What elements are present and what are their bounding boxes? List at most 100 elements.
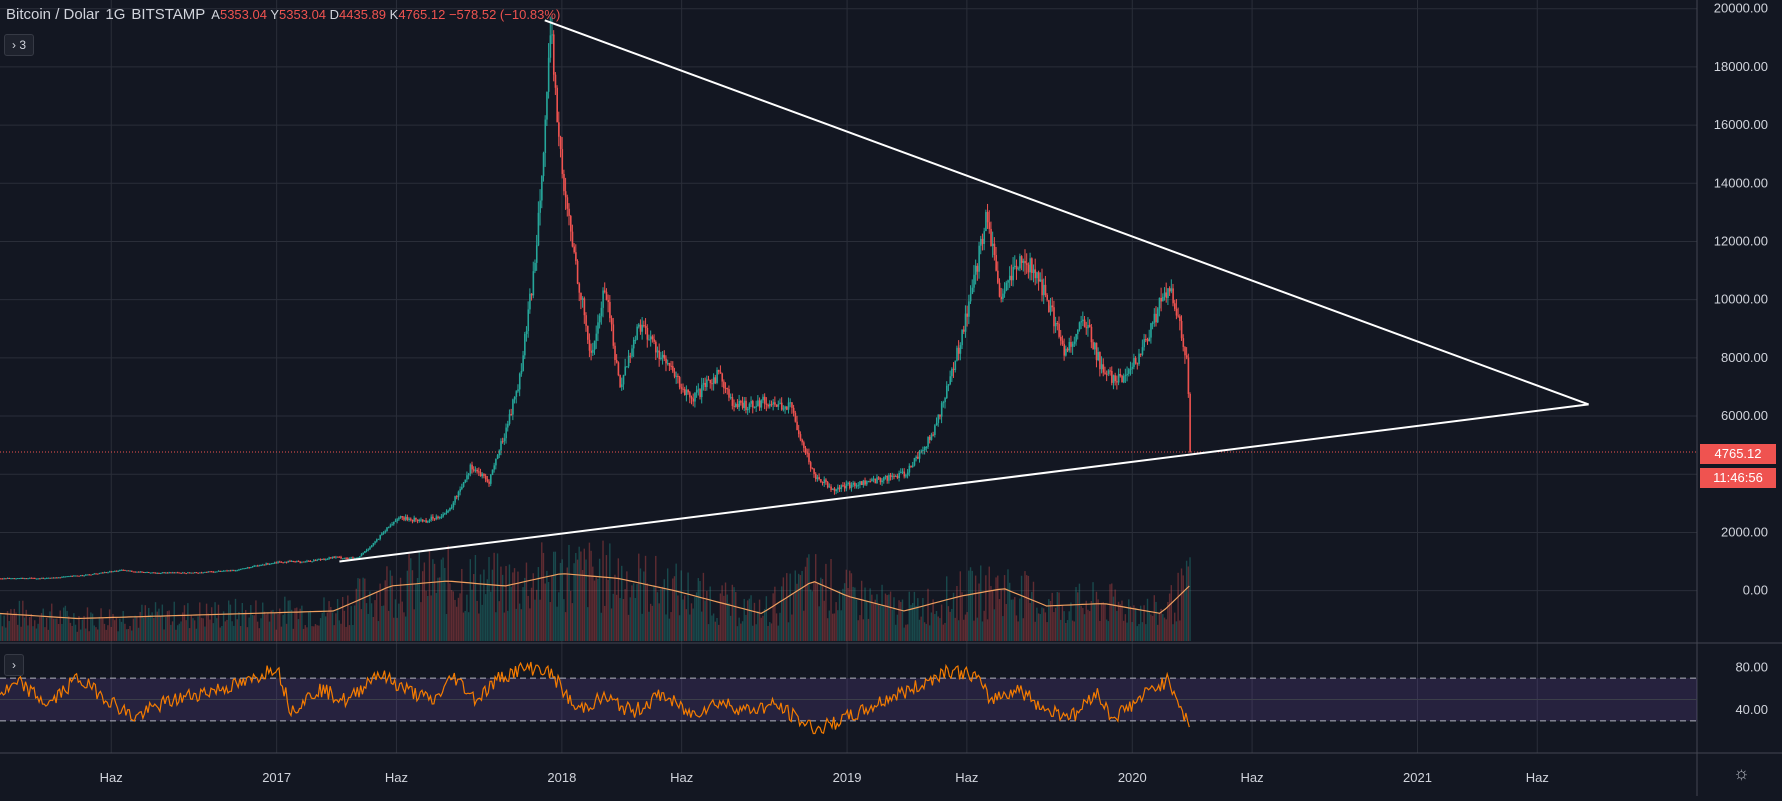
candle-body [336,556,339,558]
volume-bar [675,563,677,641]
candle-body [394,520,397,522]
candle-body [752,401,754,408]
volume-bar [569,590,572,641]
time-tick-label: 2019 [833,770,862,785]
candle-body [399,516,402,518]
candle-body [187,572,189,574]
volume-bar [1114,589,1116,641]
candle-body [563,173,565,192]
volume-bar [496,553,499,641]
candle-body [1143,339,1145,348]
volume-bar [988,566,990,641]
candle-body [166,572,169,574]
volume-bar [830,558,832,641]
candle-body [284,561,286,563]
candle-body [51,577,53,579]
volume-bar [296,607,298,641]
price-tick-label: 14000.00 [1714,175,1768,190]
open-label: A [211,7,220,22]
candle-body [1158,297,1161,309]
candle-body [212,571,215,573]
volume-bar [1032,581,1035,641]
candle-body [997,270,999,283]
candle-body [481,473,484,477]
volume-bar [547,582,550,641]
volume-bar [881,584,883,641]
volume-bar [1005,603,1007,641]
candle-body [644,326,647,328]
candle-body [255,565,257,567]
candle-body [452,502,455,508]
volume-bar [285,623,288,641]
candle-body [302,561,305,563]
candle-body [1172,288,1174,304]
volume-bar [81,619,84,641]
candle-body [879,477,882,483]
candle-body [583,298,586,316]
volume-bar [250,605,252,641]
candle-body [217,570,220,572]
candle-body [828,486,831,488]
volume-bar [678,615,681,641]
gear-icon[interactable]: ☼ [1733,763,1750,783]
indicators-toggle-button[interactable]: › 3 [4,34,35,56]
volume-bar [718,624,720,641]
low-value: 4435.89 [339,7,387,22]
candle-body [226,570,228,572]
volume-bar [1122,620,1125,641]
volume-bar [306,627,308,641]
symbol-title[interactable]: Bitcoin / Dolar [6,6,100,23]
volume-bar [268,621,271,641]
candle-body [911,465,914,467]
volume-bar [158,608,160,641]
volume-bar [335,613,337,641]
volume-bar [345,626,347,641]
candle-body [113,570,116,572]
volume-bar [1133,605,1135,641]
volume-bar [1136,626,1138,641]
candle-body [750,401,752,404]
candle-body [183,572,186,574]
candle-body [525,331,528,334]
candle-body [813,468,815,474]
candle-body [258,565,261,567]
candle-body [927,436,929,447]
volume-bar [0,613,2,641]
volume-bar [28,617,31,641]
volume-bar [231,621,233,641]
candle-body [763,396,766,404]
candle-body [486,479,489,482]
candle-body [76,575,79,577]
candle-body [146,572,148,574]
rsi-toggle-button[interactable]: › [4,654,24,676]
volume-bar [430,595,432,641]
candle-body [362,552,365,555]
candle-body [952,368,955,370]
volume-bar [200,617,203,641]
volume-bar [758,599,761,641]
volume-bar [978,583,980,641]
candle-body [527,309,530,332]
candle-body [270,563,273,565]
candle-body [1036,272,1038,279]
volume-bar [1148,611,1150,641]
candle-body [321,558,324,560]
candle-body [535,245,538,263]
volume-bar [792,592,795,641]
interval-label[interactable]: 1G [105,6,126,23]
volume-bar [854,587,856,641]
candle-body [1087,325,1089,329]
volume-bar [825,563,827,641]
candle-body [379,535,382,539]
volume-bar [316,625,318,641]
volume-bar [940,604,943,641]
volume-bar [180,621,182,641]
volume-bar [619,598,621,641]
volume-bar [166,611,169,641]
volume-bar [498,601,500,641]
candle-body [245,568,247,570]
candle-body [122,569,125,571]
volume-bar [646,583,648,641]
